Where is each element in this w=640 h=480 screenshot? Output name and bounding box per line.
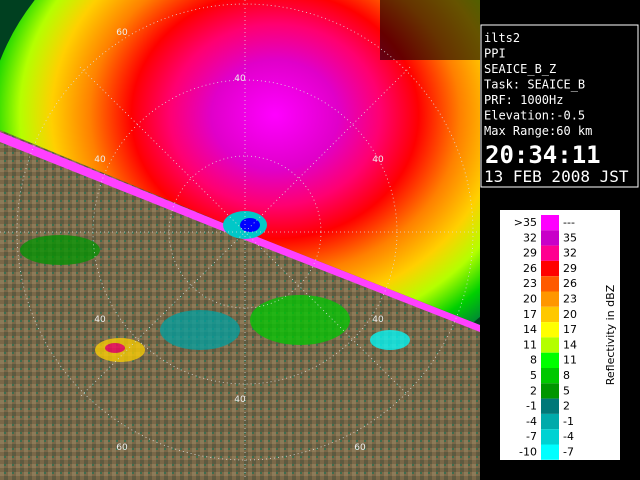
legend-low: 23 xyxy=(523,277,537,290)
legend-high: 5 xyxy=(563,384,570,397)
legend-low: 17 xyxy=(523,308,537,321)
info-line: Max Range:60 km xyxy=(484,124,592,138)
range-label: 60 xyxy=(116,28,128,38)
legend-high: 32 xyxy=(563,247,577,260)
legend-swatch xyxy=(541,352,559,368)
info-line: ilts2 xyxy=(484,31,520,45)
info-line: Task: SEAICE_B xyxy=(484,78,585,92)
legend-high: 14 xyxy=(563,338,577,351)
range-label: 60 xyxy=(354,443,366,453)
legend-swatch xyxy=(541,245,559,261)
legend-low: 8 xyxy=(530,354,537,367)
legend-swatch xyxy=(541,260,559,277)
legend-high: -1 xyxy=(563,415,574,428)
range-label: 60 xyxy=(116,443,128,453)
legend-high: 23 xyxy=(563,293,577,306)
legend-high: --- xyxy=(563,216,575,229)
legend-swatch xyxy=(541,276,559,292)
legend-swatch xyxy=(541,413,559,430)
legend-high: 11 xyxy=(563,354,577,367)
legend-swatch xyxy=(541,306,559,323)
range-label: 40 xyxy=(94,315,106,325)
legend-swatch xyxy=(541,230,559,246)
legend-swatch xyxy=(541,291,559,307)
legend-swatch xyxy=(541,429,559,445)
legend-high: 8 xyxy=(563,369,570,382)
legend-high: 17 xyxy=(563,323,577,336)
legend-low: -1 xyxy=(526,400,537,413)
time: 20:34:11 xyxy=(485,141,601,169)
legend-high: 35 xyxy=(563,231,577,244)
legend-high: 20 xyxy=(563,308,577,321)
legend-low: 14 xyxy=(523,323,537,336)
radar-image: 60 40 40 40 40 40 40 60 60 xyxy=(0,0,480,480)
range-label: 40 xyxy=(372,315,384,325)
legend-swatch xyxy=(541,383,559,399)
info-line: SEAICE_B_Z xyxy=(484,62,556,76)
legend-low: 26 xyxy=(523,262,537,275)
legend-low: 5 xyxy=(530,369,537,382)
range-label: 40 xyxy=(94,155,106,165)
legend-swatch xyxy=(541,215,559,231)
legend-box xyxy=(500,210,620,460)
legend-swatch xyxy=(541,398,559,414)
legend-low: 20 xyxy=(523,293,537,306)
legend-low: 32 xyxy=(523,231,537,244)
legend-swatch xyxy=(541,444,559,460)
legend-high: 26 xyxy=(563,277,577,290)
legend-low: -7 xyxy=(526,430,537,443)
legend-swatch xyxy=(541,322,559,338)
legend-low: >35 xyxy=(514,216,537,229)
range-label: 40 xyxy=(234,395,246,405)
range-label: 40 xyxy=(234,74,246,84)
info-line: PRF: 1000Hz xyxy=(484,93,563,107)
legend-low: 2 xyxy=(530,384,537,397)
legend-low: -4 xyxy=(526,415,537,428)
legend-high: -4 xyxy=(563,430,574,443)
legend-low: -10 xyxy=(519,446,537,459)
legend-swatch xyxy=(541,337,559,353)
legend-title: Reflectivity in dBZ xyxy=(604,284,617,385)
legend-low: 29 xyxy=(523,247,537,260)
legend-high: -7 xyxy=(563,446,574,459)
legend-high: 2 xyxy=(563,400,570,413)
legend-swatch xyxy=(541,368,559,384)
info-line: Elevation:-0.5 xyxy=(484,109,585,123)
range-label: 40 xyxy=(372,155,384,165)
date: 13 FEB 2008 JST xyxy=(484,167,629,186)
legend-low: 11 xyxy=(523,338,537,351)
range-rings xyxy=(0,0,480,480)
legend-high: 29 xyxy=(563,262,577,275)
info-line: PPI xyxy=(484,47,506,61)
info-panel xyxy=(480,24,639,188)
